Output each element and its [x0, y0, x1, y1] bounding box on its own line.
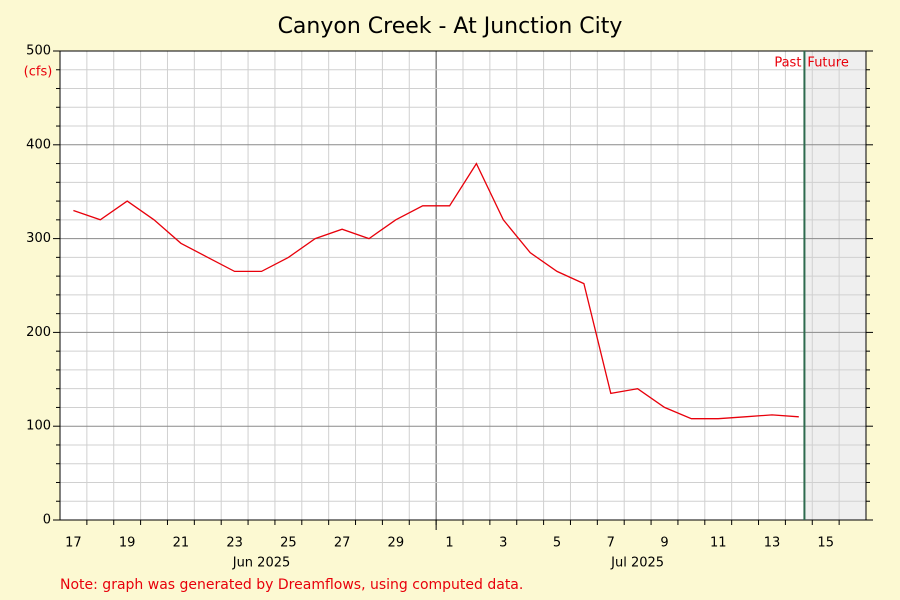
x-tick-label: 23	[226, 536, 243, 551]
x-tick-label: 29	[388, 536, 405, 551]
flow-line	[73, 162, 799, 420]
x-tick-label: 1	[445, 536, 453, 551]
x-tick-label: 17	[65, 536, 82, 551]
x-tick-label: 11	[710, 536, 727, 551]
future-area	[804, 51, 866, 520]
x-tick-label: 25	[280, 536, 297, 551]
y-tick-label: 300	[26, 231, 51, 246]
x-tick-label: 21	[173, 536, 190, 551]
y-tick-label: 200	[26, 325, 51, 340]
x-tick-label: 7	[607, 536, 615, 551]
y-tick-label: 0	[43, 513, 51, 528]
y-unit: (cfs)	[24, 65, 53, 80]
note: Note: graph was generated by Dreamflows,…	[60, 577, 523, 593]
x-tick-label: 9	[660, 536, 668, 551]
y-tick-label: 400	[26, 137, 51, 152]
x-tick-label: 3	[499, 536, 507, 551]
y-tick-label: 100	[26, 419, 51, 434]
past-label: Past	[774, 56, 801, 71]
plot-border	[59, 50, 867, 521]
x-tick-label: 27	[334, 536, 351, 551]
future-label: Future	[807, 56, 848, 71]
x-tick-label: 5	[553, 536, 561, 551]
chart-title: Canyon Creek - At Junction City	[278, 14, 623, 39]
y-tick-label: 500	[26, 44, 51, 59]
x-tick-label: 15	[817, 536, 834, 551]
x-tick-label: 13	[764, 536, 781, 551]
x-tick-label: 19	[119, 536, 136, 551]
month-label: Jul 2025	[610, 556, 664, 571]
month-label: Jun 2025	[232, 556, 291, 571]
